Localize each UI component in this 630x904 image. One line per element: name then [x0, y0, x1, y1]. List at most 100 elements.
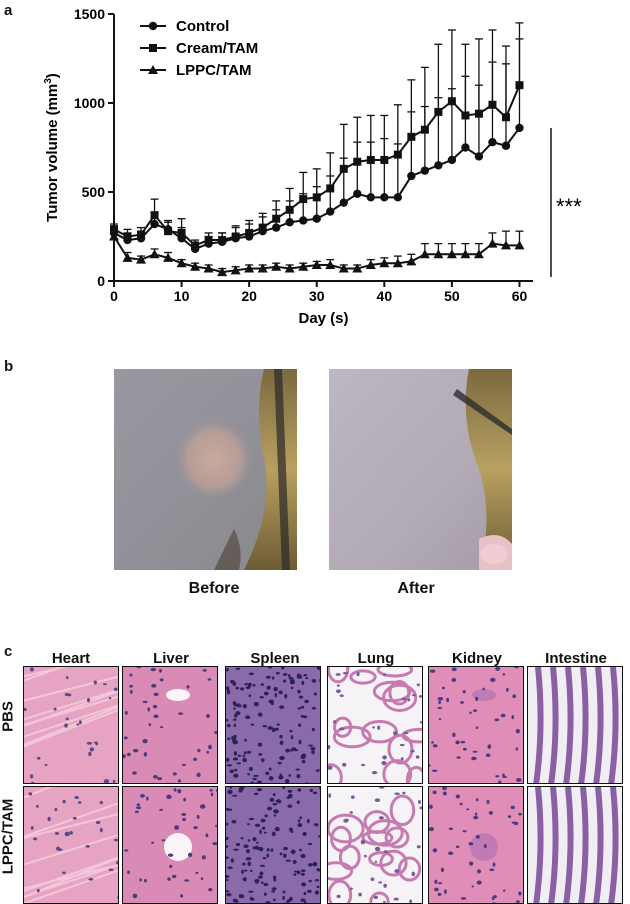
- x-tick-label: 20: [241, 288, 257, 304]
- cream-tam-point: [474, 109, 483, 118]
- col-header-kidney: Kidney: [451, 650, 502, 667]
- control-point: [501, 141, 511, 150]
- cream-tam-point: [515, 81, 524, 90]
- lppc-tam-point: [244, 263, 255, 273]
- cream-tam-point: [164, 227, 173, 236]
- control-point: [285, 218, 294, 227]
- lppc-tam-point: [379, 258, 390, 268]
- lppc-tam-point: [338, 263, 349, 273]
- cream-tam-point: [339, 164, 348, 173]
- x-axis-label: Day (s): [298, 310, 348, 327]
- lppc-tam-point: [446, 249, 457, 259]
- histology-lppc-tam-spleen: [225, 786, 321, 904]
- control-legend-label: Control: [176, 18, 229, 35]
- cream-tam-point: [366, 155, 375, 164]
- lppc-tam-point: [392, 258, 403, 268]
- control-point: [326, 207, 335, 216]
- lppc-tam-point: [473, 249, 484, 259]
- control-point: [407, 171, 416, 181]
- histology-lppc-tam-lung: [327, 786, 423, 904]
- lppc-tam-point: [352, 263, 363, 273]
- row-label-lppc-tam: LPPC/TAM: [0, 798, 17, 875]
- control-point: [339, 198, 348, 207]
- cream-tam-legend-label: Cream/TAM: [176, 40, 258, 57]
- histology-pbs-kidney: [428, 666, 524, 784]
- lppc-tam-point: [298, 261, 309, 271]
- histology-pbs-liver: [122, 666, 218, 784]
- lppc-tam-point: [190, 261, 201, 271]
- panel-label-c: c: [4, 643, 13, 660]
- lppc-tam-point: [284, 263, 295, 273]
- cream-tam-point: [434, 107, 443, 116]
- after-caption: After: [397, 580, 435, 597]
- lppc-tam-point: [419, 249, 430, 259]
- cream-tam-point: [380, 155, 389, 164]
- cream-tam-point: [177, 228, 186, 237]
- lppc-tam-point: [109, 231, 119, 241]
- cream-tam-point: [231, 232, 240, 241]
- cream-tam-point: [326, 184, 335, 193]
- cream-tam-point: [191, 241, 200, 250]
- lppc-tam-point: [311, 259, 322, 269]
- lppc-tam-point: [122, 252, 133, 262]
- histology-lppc-tam-liver: [122, 786, 218, 904]
- cream-tam-point: [137, 230, 146, 239]
- control-point: [447, 155, 457, 165]
- control-legend-marker: [148, 21, 158, 31]
- cream-tam-point: [353, 157, 362, 166]
- cream-tam-point: [123, 232, 132, 241]
- before-photo: [114, 369, 297, 570]
- lppc-tam-point: [406, 256, 417, 266]
- before-caption: Before: [188, 580, 240, 597]
- after-photo: [329, 369, 512, 570]
- row-label-pbs: PBS: [0, 701, 17, 732]
- y-tick-label: 0: [97, 273, 105, 289]
- control-point: [353, 189, 362, 198]
- cream-tam-point: [488, 100, 497, 109]
- lppc-tam-point: [176, 258, 187, 268]
- cream-tam-point: [393, 150, 402, 159]
- panel-label-a: a: [4, 2, 13, 19]
- histology-lppc-tam-kidney: [428, 786, 524, 904]
- lppc-tam-point: [325, 259, 336, 269]
- control-point: [271, 223, 281, 232]
- col-header-liver: Liver: [153, 650, 189, 667]
- col-header-spleen: Spleen: [250, 650, 300, 667]
- lppc-tam-point: [217, 267, 228, 277]
- lppc-tam-point: [500, 240, 511, 250]
- cream-tam-point: [204, 236, 213, 245]
- histology-lppc-tam-heart: [23, 786, 119, 904]
- lppc-tam-point: [136, 254, 147, 264]
- cream-tam-point: [272, 214, 281, 223]
- control-point: [474, 152, 484, 161]
- lppc-tam-legend-marker: [148, 65, 158, 74]
- cream-tam-point: [312, 193, 321, 202]
- cream-tam-point: [245, 228, 254, 237]
- control-point: [393, 193, 403, 202]
- tumor-volume-chart: 0 500 1000 1500 0 10 20 30 40 50 60 Day (s) Tumor vo…: [43, 6, 582, 327]
- control-point: [312, 214, 321, 223]
- cream-tam-point: [258, 223, 267, 232]
- cream-tam-point: [501, 113, 510, 122]
- cream-tam-point: [461, 111, 470, 120]
- control-point: [299, 216, 308, 225]
- x-tick-label: 10: [174, 288, 190, 304]
- x-tick-label: 0: [110, 288, 118, 304]
- x-tick-label: 30: [309, 288, 325, 304]
- histology-pbs-heart: [23, 666, 119, 784]
- control-point: [420, 166, 430, 175]
- panel-label-b: b: [4, 358, 14, 375]
- histology-pbs-intestine: [527, 666, 623, 784]
- cream-tam-point: [447, 97, 456, 106]
- lppc-tam-point: [365, 259, 376, 269]
- control-point: [366, 193, 376, 202]
- x-tick-label: 40: [377, 288, 393, 304]
- significance-label: ***: [556, 194, 582, 219]
- histology-lppc-tam-intestine: [527, 786, 623, 904]
- lppc-tam-point: [271, 261, 282, 271]
- lppc-tam-legend-label: LPPC/TAM: [176, 62, 252, 79]
- lppc-tam-point: [203, 263, 214, 273]
- histology-pbs-lung: [327, 666, 423, 784]
- y-tick-label: 1500: [74, 6, 105, 22]
- y-tick-label: 1000: [74, 95, 105, 111]
